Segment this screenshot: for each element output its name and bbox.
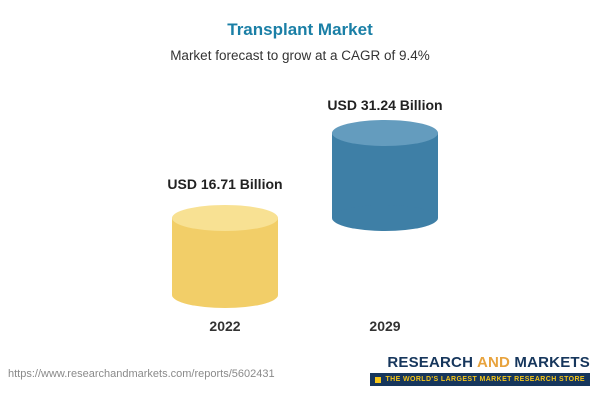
cylinder-body-yellow-segment bbox=[332, 218, 438, 308]
bar-cylinder-2022 bbox=[172, 205, 278, 308]
report-url: https://www.researchandmarkets.com/repor… bbox=[8, 368, 275, 380]
x-axis-label-2022: 2022 bbox=[209, 318, 241, 334]
chart-subtitle: Market forecast to grow at a CAGR of 9.4… bbox=[170, 48, 430, 63]
logo-tagline-text: THE WORLD'S LARGEST MARKET RESEARCH STOR… bbox=[385, 376, 585, 383]
logo-word-research: RESEARCH bbox=[387, 354, 474, 371]
bar-cylinder-2029 bbox=[332, 120, 438, 308]
cylinder-segment-seam bbox=[332, 205, 438, 231]
value-label-2022: USD 16.71 Billion bbox=[167, 176, 283, 192]
logo-word-and: AND bbox=[476, 354, 511, 371]
logo-tagline-bar: THE WORLD'S LARGEST MARKET RESEARCH STOR… bbox=[370, 373, 590, 386]
research-and-markets-logo: RESEARCH AND MARKETS THE WORLD'S LARGEST… bbox=[370, 354, 590, 386]
cylinder-top-rim bbox=[332, 120, 438, 146]
logo-wordmark: RESEARCH AND MARKETS bbox=[370, 354, 590, 371]
cylinder-top-rim bbox=[172, 205, 278, 231]
x-axis-label-2029: 2029 bbox=[369, 318, 401, 334]
chart-title: Transplant Market bbox=[227, 20, 373, 39]
value-label-2029: USD 31.24 Billion bbox=[327, 97, 443, 113]
logo-word-markets: MARKETS bbox=[514, 354, 590, 371]
logo-accent-square-icon bbox=[375, 376, 382, 383]
cylinder-body-yellow bbox=[172, 218, 278, 308]
cylinder-body-blue-segment bbox=[332, 133, 438, 218]
